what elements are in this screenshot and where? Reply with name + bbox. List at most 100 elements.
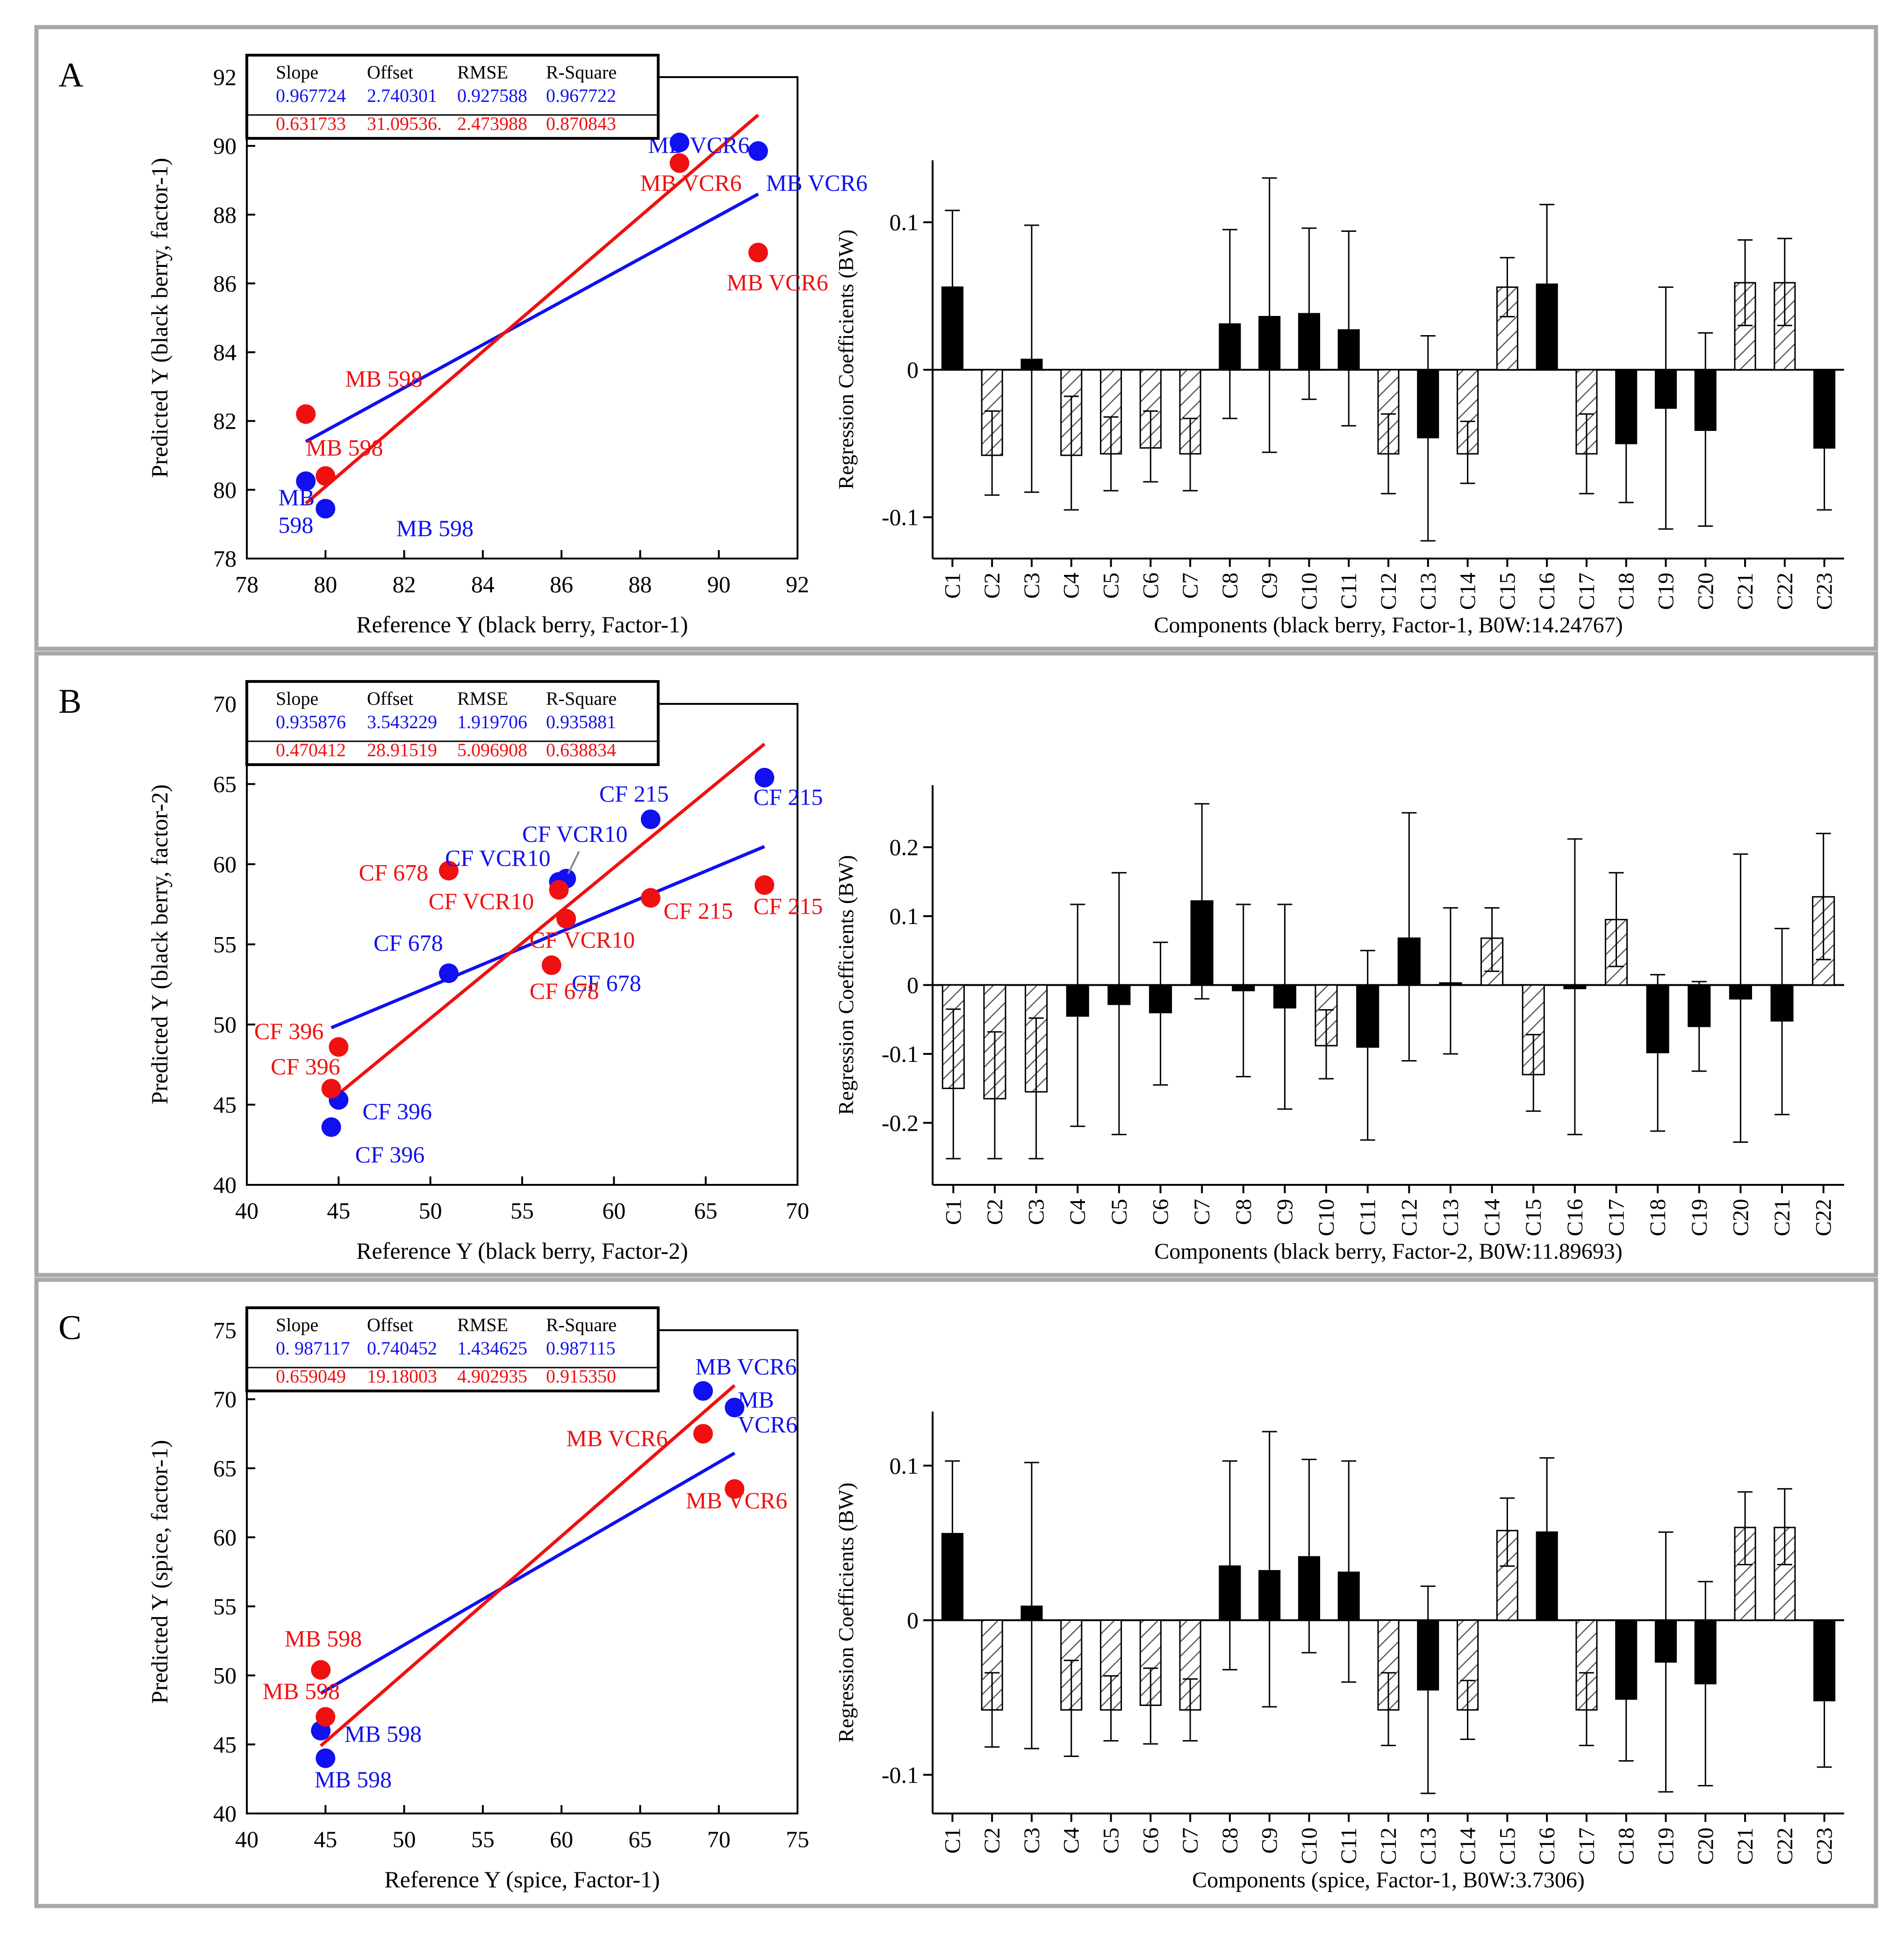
- data-point-red: [316, 466, 336, 486]
- label-leader-line: [567, 851, 580, 874]
- y-tick-label: -0.1: [882, 1762, 919, 1788]
- y-tick-label: 75: [213, 1317, 237, 1343]
- x-tick-label: C13: [1438, 1199, 1463, 1236]
- stats-header-cell: R-Square: [546, 62, 617, 83]
- data-point-blue: [669, 132, 690, 152]
- x-tick-label: C12: [1376, 573, 1401, 610]
- point-label: CF 396: [271, 1053, 340, 1079]
- point-label: MB 598: [345, 366, 422, 392]
- chart-b-scatter: 40 45 50 55 60 65 70 40 45 50 55 60 65 70 Reference Y …: [146, 680, 823, 1264]
- y-tick-label: -0.1: [882, 1041, 919, 1067]
- x-tick-label: 45: [327, 1197, 350, 1224]
- y-axis-title: Regression Coefficients (BW): [834, 229, 858, 489]
- data-point-blue: [438, 963, 459, 983]
- x-tick-label: C16: [1563, 1199, 1588, 1236]
- stats-header-cell: Offset: [367, 1314, 413, 1335]
- y-tick-label: 50: [213, 1011, 237, 1038]
- point-label: MB: [278, 484, 315, 510]
- x-tick-label: C8: [1218, 1828, 1243, 1854]
- point-label: CF 215: [663, 898, 733, 924]
- x-tick-label: C20: [1693, 1828, 1718, 1865]
- point-label: CF VCR10: [522, 821, 628, 847]
- point-label: MB VCR6: [695, 1354, 797, 1380]
- y-tick-label: 0: [907, 1607, 919, 1634]
- data-point-red: [541, 955, 561, 975]
- x-tick-label: 78: [235, 571, 259, 597]
- point-label: CF VCR10: [429, 888, 534, 914]
- chart-c-scatter: 40 45 50 55 60 65 70 75 40 45 50 55 60 65 70 75 Referenc…: [146, 1306, 809, 1892]
- data-point-red: [549, 880, 569, 900]
- y-tick-label: 60: [213, 1524, 237, 1550]
- x-tick-label: C10: [1297, 573, 1322, 610]
- x-tick-label: C12: [1376, 1828, 1401, 1865]
- point-label: CF 678: [530, 978, 599, 1004]
- x-tick-label: 55: [471, 1826, 495, 1852]
- x-tick-label: C4: [1065, 1199, 1090, 1225]
- x-tick-label: C10: [1314, 1199, 1339, 1236]
- point-label: MB 598: [285, 1626, 362, 1652]
- x-tick-label: C1: [940, 1828, 965, 1854]
- point-label: MB 598: [345, 1720, 422, 1747]
- y-tick-label: 0.1: [890, 1453, 919, 1479]
- x-tick-label: C9: [1272, 1199, 1297, 1225]
- point-label: MB VCR6: [727, 269, 828, 295]
- x-tick-label: 70: [786, 1197, 809, 1224]
- x-tick-label: 50: [419, 1197, 442, 1224]
- x-tick-label: 60: [550, 1826, 573, 1852]
- x-tick-label: C9: [1257, 1828, 1282, 1854]
- stats-blue-cell: 0.987115: [546, 1338, 616, 1359]
- x-axis-title: Components (spice, Factor-1, B0W:3.7306): [1192, 1868, 1585, 1892]
- stats-blue-cell: 0. 987117: [276, 1338, 350, 1359]
- y-tick-label: 70: [213, 1386, 237, 1412]
- panel-letter-c: C: [58, 1309, 81, 1347]
- y-tick-label: 0.1: [890, 209, 919, 236]
- x-tick-label: C19: [1653, 1828, 1678, 1865]
- x-tick-label: C23: [1812, 573, 1837, 610]
- x-tick-label: C5: [1107, 1199, 1132, 1225]
- chart-a-scatter: 78 80 82 84 86 88 90 92 78 80 82 84 86 88 90 92 Referenc…: [146, 54, 868, 638]
- panel-b-frame: [34, 651, 1878, 1277]
- panel-c-frame: [34, 1277, 1878, 1908]
- point-label: MB: [738, 1386, 774, 1412]
- y-tick-label: 45: [213, 1092, 237, 1118]
- y-tick-label: 78: [213, 545, 237, 572]
- x-tick-label: C7: [1178, 573, 1203, 599]
- x-tick-label: 84: [471, 571, 495, 597]
- data-point-blue: [748, 141, 768, 161]
- x-tick-label: C20: [1728, 1199, 1753, 1236]
- stats-red-cell: 0.631733: [276, 113, 346, 134]
- y-tick-label: 55: [213, 1593, 237, 1620]
- y-tick-label: 65: [213, 1455, 237, 1481]
- stats-red-cell: 0.659049: [276, 1366, 346, 1387]
- fit-line-blue: [331, 845, 765, 1030]
- stats-table-frame: [245, 1306, 660, 1392]
- x-tick-label: C16: [1535, 573, 1559, 610]
- stats-header-cell: Slope: [276, 688, 318, 709]
- x-tick-label: C8: [1231, 1199, 1256, 1225]
- x-tick-label: C15: [1521, 1199, 1546, 1236]
- data-point-red: [748, 243, 768, 263]
- point-label: VCR6: [738, 1412, 798, 1438]
- y-tick-label: 70: [213, 691, 237, 717]
- panel-a-frame: [34, 25, 1878, 651]
- point-label: CF 396: [355, 1141, 425, 1168]
- x-tick-label: C2: [980, 1828, 1005, 1854]
- point-label: CF 396: [362, 1098, 432, 1124]
- stats-blue-cell: 3.543229: [367, 711, 437, 732]
- stats-blue-cell: 1.434625: [457, 1338, 527, 1359]
- data-point-blue: [296, 471, 316, 491]
- point-label: CF 678: [359, 859, 429, 885]
- x-tick-label: C18: [1614, 1828, 1639, 1865]
- point-label: MB VCR6: [566, 1425, 668, 1451]
- panel-letter-a: A: [58, 56, 83, 94]
- x-tick-label: C3: [1020, 573, 1044, 599]
- x-tick-label: C2: [980, 573, 1005, 599]
- y-tick-label: 80: [213, 477, 237, 503]
- x-tick-label: 60: [602, 1197, 625, 1224]
- x-tick-label: C1: [940, 573, 965, 599]
- x-tick-label: C15: [1495, 1828, 1520, 1865]
- x-tick-label: C3: [1020, 1828, 1044, 1854]
- x-tick-label: C4: [1059, 1828, 1084, 1854]
- stats-header-cell: Offset: [367, 688, 413, 709]
